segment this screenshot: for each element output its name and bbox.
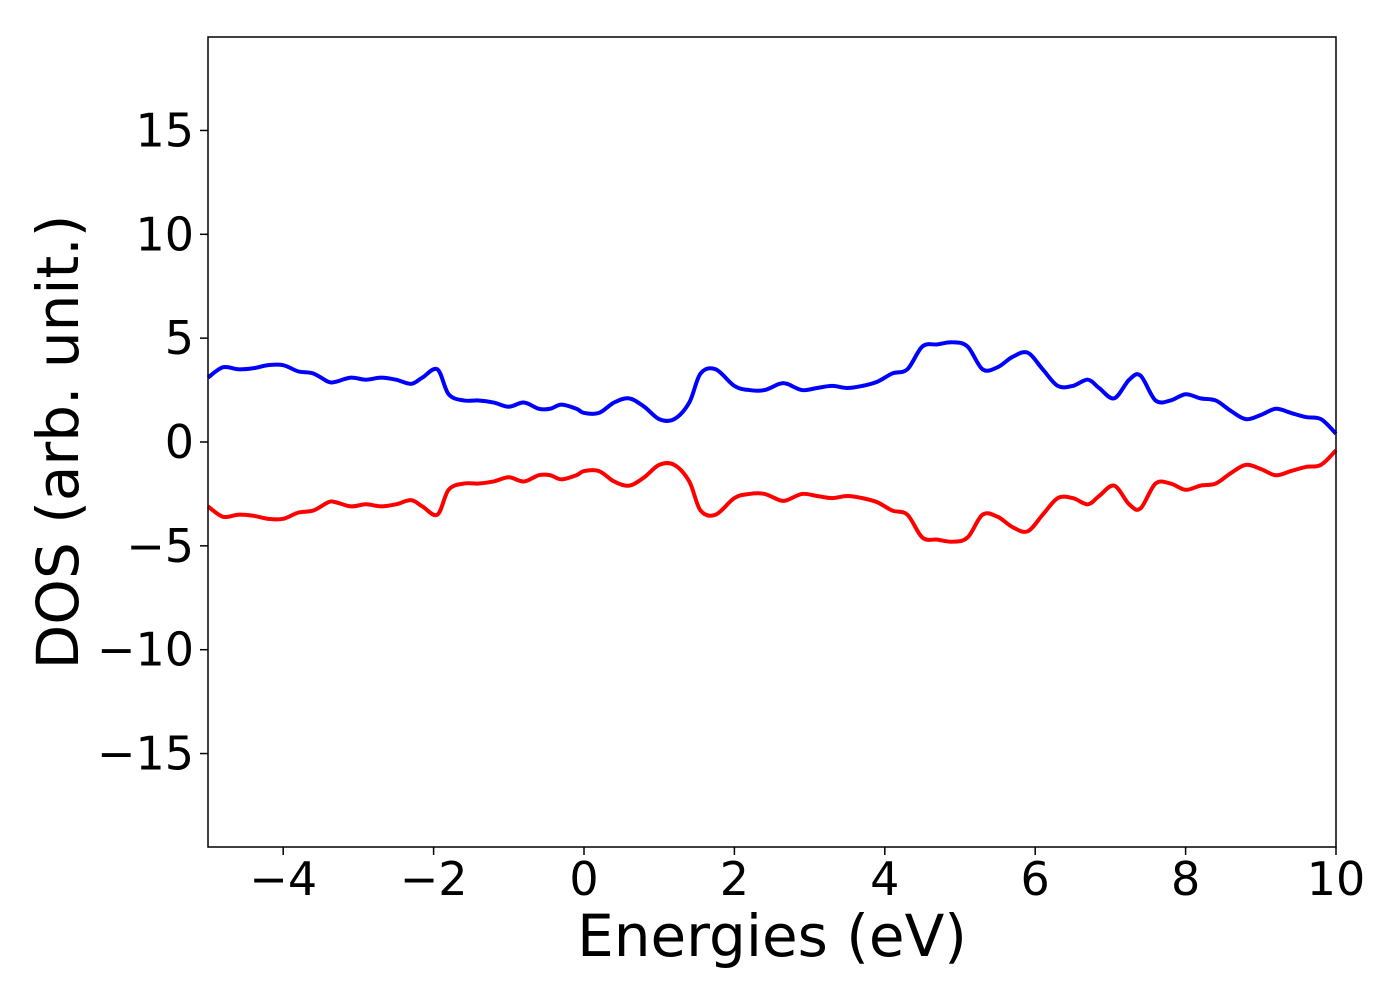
plot-area-frame (207, 36, 1337, 848)
y-tick-label: 0 (165, 415, 194, 469)
y-tick-label: 5 (165, 311, 194, 365)
x-tick-label: 0 (569, 852, 598, 906)
x-tick-label: 6 (1021, 852, 1050, 906)
series-line-blue (206, 340, 1338, 436)
series-layer (206, 340, 1338, 544)
y-axis-ticks: −15 −10 −5 0 5 10 15 (97, 103, 208, 781)
y-tick-label: −15 (97, 727, 194, 781)
x-tick-label: −2 (400, 852, 468, 906)
y-tick-label: 10 (135, 207, 194, 261)
y-axis-label: DOS (arb. unit.) (24, 215, 92, 670)
series-line-red (206, 448, 1338, 544)
x-axis-ticks: −4 −2 0 2 4 6 8 10 (249, 847, 1365, 906)
x-tick-label: 2 (720, 852, 749, 906)
y-tick-label: −5 (126, 519, 194, 573)
x-tick-label: −4 (249, 852, 317, 906)
y-tick-label: 15 (135, 103, 194, 157)
x-tick-label: 8 (1171, 852, 1200, 906)
y-tick-label: −10 (97, 623, 194, 677)
x-axis-label: Energies (eV) (577, 902, 967, 970)
x-tick-label: 4 (870, 852, 899, 906)
x-tick-label: 10 (1307, 852, 1366, 906)
